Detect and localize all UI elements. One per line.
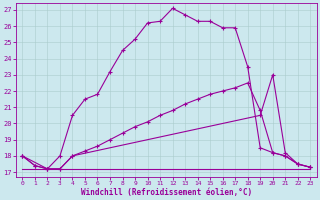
X-axis label: Windchill (Refroidissement éolien,°C): Windchill (Refroidissement éolien,°C) bbox=[81, 188, 252, 197]
